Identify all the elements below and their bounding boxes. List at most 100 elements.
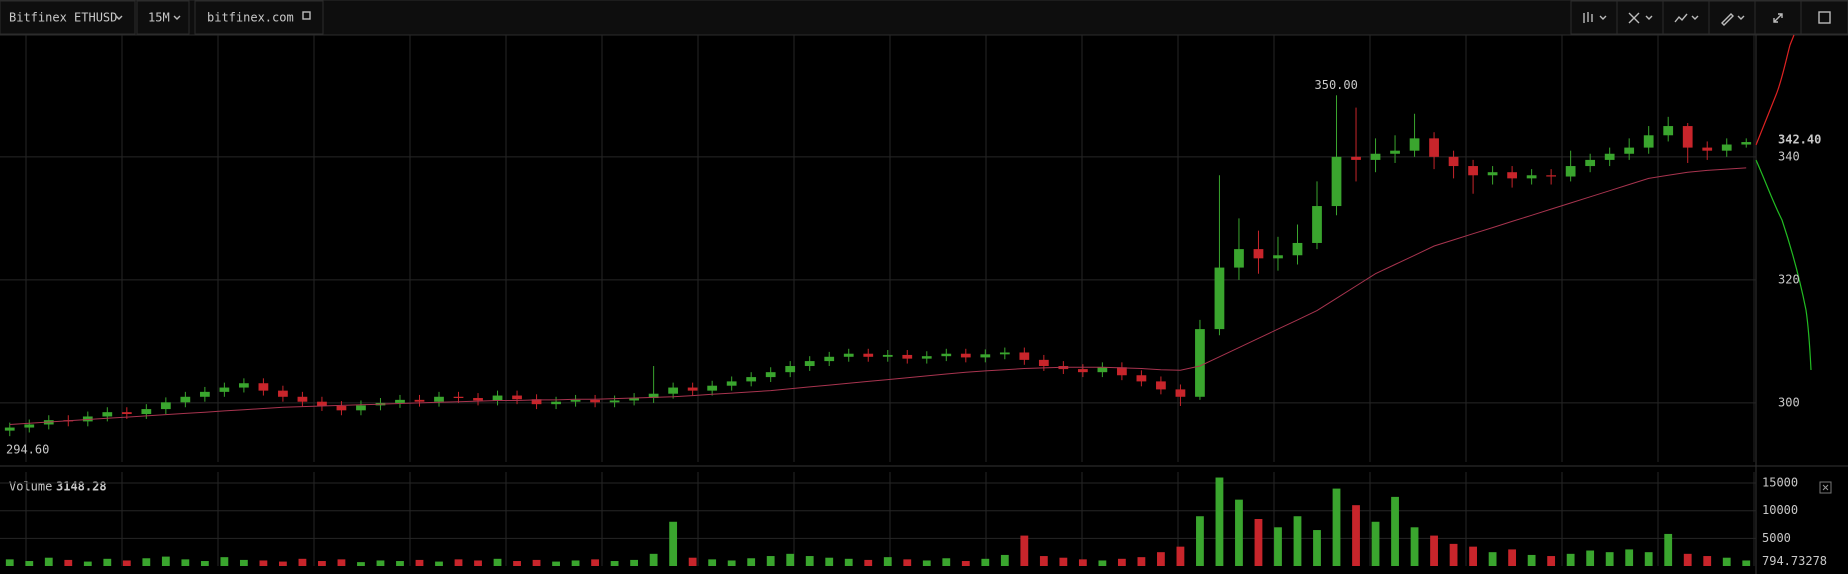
candle-body (746, 377, 757, 382)
candle-body (1292, 242, 1303, 256)
volume-bar (942, 558, 951, 566)
close-volume-button[interactable] (1819, 481, 1832, 494)
candle-body (395, 399, 405, 403)
source: bitfinex.com (207, 11, 294, 25)
volume-tick-label: 15000 (1762, 476, 1798, 490)
volume-bar (122, 560, 131, 566)
candle-body (141, 409, 152, 415)
volume-bar (805, 556, 814, 566)
volume-current: 3148.28 (56, 480, 107, 494)
chevron (115, 15, 123, 20)
candle-body (1214, 267, 1225, 330)
volume-bar (1469, 546, 1477, 566)
volume-bar (454, 559, 463, 566)
candle-body (1585, 159, 1596, 167)
volume-bar (1664, 533, 1673, 566)
candle-body (82, 416, 93, 422)
candle-body (1702, 147, 1713, 151)
symbol-button[interactable]: Bitfinex ETHUSD (0, 0, 136, 35)
candle-body (453, 396, 464, 399)
volume-bar (903, 559, 912, 566)
volume-label: Volume (9, 480, 52, 494)
volume-bar (1742, 560, 1751, 566)
volume-bar (259, 560, 268, 566)
volume-bar (1605, 552, 1614, 566)
draw-button[interactable] (1708, 0, 1756, 35)
volume-tick-label: 10000 (1762, 503, 1798, 517)
chevron (173, 15, 181, 20)
y-tick-label: 340 (1778, 149, 1800, 163)
snapshot-icon (1818, 11, 1831, 24)
candle-body (609, 400, 620, 403)
candle-body (1643, 135, 1654, 148)
candle-body (414, 399, 425, 402)
snapshot-button[interactable] (1800, 0, 1848, 35)
volume-bar (961, 561, 970, 566)
volume-bar (610, 561, 619, 566)
interval-button[interactable]: 15M (136, 0, 190, 35)
source-link[interactable]: bitfinex.com (194, 0, 324, 35)
volume-bar (83, 561, 92, 566)
candle-body (843, 353, 854, 357)
button-bg (1616, 0, 1664, 35)
indicators-button[interactable] (1662, 0, 1710, 35)
interval: 15M (148, 11, 170, 25)
volume-bar (220, 557, 229, 566)
candle-body (1136, 375, 1147, 382)
volume-bar (766, 556, 775, 566)
candle-body (863, 353, 874, 357)
volume-bar (864, 559, 873, 566)
candle-body (1526, 175, 1537, 179)
candle-body (707, 385, 718, 391)
volume-bar (513, 561, 521, 566)
candle-body (1429, 138, 1439, 157)
compare-button[interactable] (1616, 0, 1664, 35)
volume-bar (1449, 543, 1458, 566)
symbol: Bitfinex ETHUSD (9, 11, 117, 25)
bars-button[interactable] (1570, 0, 1618, 35)
candle-body (1195, 329, 1205, 397)
candle-body (921, 356, 932, 359)
candle-body (531, 399, 542, 405)
candle-body (668, 387, 679, 394)
volume-bar (64, 559, 73, 566)
candle-body (336, 406, 347, 411)
candle-body (492, 395, 503, 401)
candle-body (1156, 381, 1166, 390)
candle-body (999, 352, 1010, 355)
volume-bar (727, 560, 736, 566)
volume-bar (649, 553, 658, 566)
tool-buttons (1570, 0, 1848, 35)
volume-bar (1000, 554, 1009, 566)
candle-body (902, 354, 913, 359)
volume-bar (161, 556, 170, 566)
candle-body (512, 395, 522, 400)
candle-body (1409, 138, 1420, 151)
fullscreen-button[interactable] (1754, 0, 1802, 35)
candle-body (1565, 166, 1576, 177)
candle-body (1175, 389, 1186, 397)
volume-bar (825, 557, 834, 566)
candle-body (1468, 166, 1478, 176)
button-bg (1800, 0, 1848, 35)
volume-bar (552, 561, 560, 566)
candle-body (824, 356, 835, 362)
candle-body (1234, 249, 1244, 268)
volume-bar (1683, 553, 1692, 566)
volume-bar (1313, 530, 1321, 566)
volume-bar (318, 561, 326, 566)
volume-bar (415, 559, 424, 566)
candle-body (1253, 249, 1264, 259)
moving-average (9, 167, 1747, 425)
volume-tick-label: 5000 (1762, 531, 1791, 545)
candle-body (258, 383, 269, 391)
candle-body (297, 396, 308, 402)
volume-bar (922, 560, 931, 566)
volume-bar (435, 561, 443, 566)
candle-body (199, 391, 210, 397)
volume-bar (200, 561, 209, 566)
volume-bar (747, 558, 756, 566)
